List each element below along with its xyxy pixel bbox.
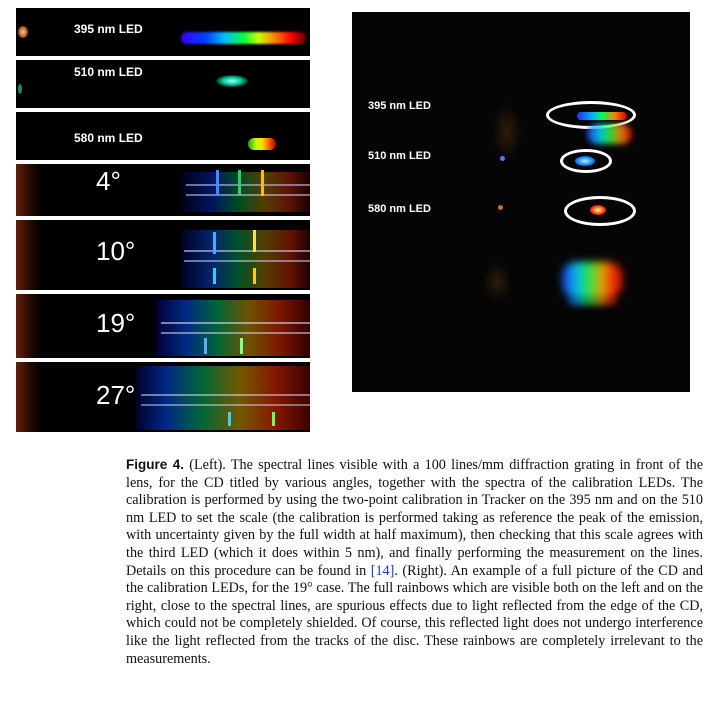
spectral-line bbox=[141, 404, 310, 406]
spectral-line bbox=[213, 232, 216, 254]
spectral-line bbox=[184, 250, 310, 252]
panel-angle-10: 10° bbox=[16, 220, 310, 290]
spectral-line bbox=[184, 260, 310, 262]
spot-510 bbox=[575, 156, 595, 166]
edge-rainbow bbox=[16, 362, 42, 432]
ambient-glow bbox=[482, 262, 512, 302]
spectral-line bbox=[240, 338, 243, 354]
caption-text: (Left). The spectral lines visible with … bbox=[126, 457, 703, 579]
spectral-line bbox=[186, 194, 310, 196]
led-580-label: 580 nm LED bbox=[74, 131, 143, 145]
led-395-glow bbox=[18, 26, 28, 38]
figure-caption: Figure 4. (Left). The spectral lines vis… bbox=[126, 456, 703, 668]
spot-580 bbox=[590, 205, 606, 215]
panel-angle-19: 19° bbox=[16, 294, 310, 358]
panel-led-395: 395 nm LED bbox=[16, 8, 310, 56]
panel-led-510: 510 nm LED bbox=[16, 60, 310, 108]
rainbow-blob bbox=[567, 294, 617, 306]
edge-rainbow bbox=[16, 164, 42, 216]
led-510-spot bbox=[216, 75, 248, 87]
angle-4-label: 4° bbox=[96, 166, 121, 196]
spectral-line bbox=[161, 322, 310, 324]
spectral-line bbox=[216, 170, 219, 196]
spectrum-band bbox=[181, 172, 310, 212]
led-dot bbox=[498, 205, 503, 210]
rainbow-blob bbox=[562, 262, 622, 298]
spectral-line bbox=[161, 332, 310, 334]
led-510-label: 510 nm LED bbox=[74, 65, 143, 79]
rainbow-blob bbox=[587, 124, 632, 144]
spectral-line bbox=[261, 170, 264, 196]
caption-text: . (Right). An example of a full picture … bbox=[126, 562, 703, 667]
spectrum-band bbox=[156, 300, 310, 356]
spectral-line bbox=[253, 230, 256, 252]
edge-rainbow bbox=[16, 220, 42, 290]
photo-label-395: 395 nm LED bbox=[368, 100, 431, 112]
spectral-line bbox=[213, 268, 216, 284]
panel-angle-4: 4° bbox=[16, 164, 310, 216]
led-395-spectrum bbox=[181, 32, 306, 44]
photo-label-510: 510 nm LED bbox=[368, 150, 431, 162]
full-cd-photo: 395 nm LED 510 nm LED 580 nm LED bbox=[352, 12, 690, 392]
spectral-line bbox=[253, 268, 256, 284]
led-395-label: 395 nm LED bbox=[74, 22, 143, 36]
panel-angle-27: 27° bbox=[16, 362, 310, 432]
spectral-line bbox=[238, 170, 241, 196]
angle-27-label: 27° bbox=[96, 380, 136, 410]
spectral-line bbox=[204, 338, 207, 354]
angle-10-label: 10° bbox=[96, 236, 136, 266]
spectral-line bbox=[141, 394, 310, 396]
spectrum-395 bbox=[577, 112, 627, 120]
led-dot bbox=[500, 156, 505, 161]
photo-label-580: 580 nm LED bbox=[368, 203, 431, 215]
led-580-spot bbox=[248, 138, 276, 150]
spectrum-band bbox=[181, 230, 310, 288]
panel-led-580: 580 nm LED bbox=[16, 112, 310, 160]
reference-link[interactable]: [14] bbox=[370, 562, 395, 579]
spectrum-band bbox=[136, 366, 310, 430]
ambient-glow bbox=[492, 102, 522, 162]
spectral-line bbox=[228, 412, 231, 426]
angle-19-label: 19° bbox=[96, 308, 136, 338]
edge-rainbow bbox=[16, 294, 42, 358]
led-510-glow bbox=[18, 84, 22, 94]
spectral-line bbox=[272, 412, 275, 426]
figure-label: Figure 4. bbox=[126, 457, 184, 472]
spectral-line bbox=[186, 184, 310, 186]
highlight-ellipse-510 bbox=[560, 149, 612, 173]
highlight-ellipse-580 bbox=[564, 196, 636, 226]
